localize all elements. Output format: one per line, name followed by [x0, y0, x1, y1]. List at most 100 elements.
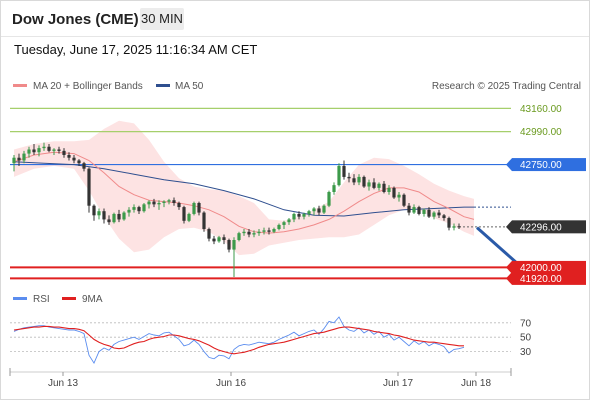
candle-body: [137, 207, 141, 212]
candle-body: [172, 200, 176, 203]
candle-body: [377, 183, 381, 188]
candle-body: [277, 224, 281, 230]
candle-body: [337, 165, 341, 186]
ma50-legend-label: MA 50: [175, 81, 204, 92]
candle-body: [32, 149, 36, 153]
support-level-tag-pointer: [506, 260, 512, 274]
candle-body: [247, 231, 251, 235]
candle-body: [312, 208, 316, 212]
candle-body: [142, 204, 146, 212]
candle-body: [292, 213, 296, 220]
chart-header: Dow Jones (CME) 30 MIN: [1, 1, 589, 37]
candle-body: [97, 211, 101, 216]
ma20-legend-label: MA 20 + Bollinger Bands: [33, 81, 143, 92]
timestamp: Tuesday, June 17, 2025 11:16:34 AM CET: [14, 42, 258, 57]
pivot-level-label: 42750.00: [520, 160, 562, 171]
candle-body: [87, 168, 91, 206]
bollinger-band: [14, 120, 474, 256]
candle-body: [77, 160, 81, 164]
last-level-tag-pointer: [506, 220, 512, 234]
rsi-tick-label: 70: [520, 318, 532, 329]
candle-body: [297, 213, 301, 217]
candle-body: [332, 185, 336, 192]
time-tick-label: Jun 18: [461, 378, 491, 389]
candle-body: [82, 163, 86, 169]
candle-body: [272, 229, 276, 232]
candle-body: [177, 202, 181, 208]
candle-body: [207, 229, 211, 239]
candle-body: [322, 205, 326, 213]
candle-body: [52, 149, 56, 151]
candle-body: [287, 219, 291, 223]
candle-body: [102, 211, 106, 220]
candle-body: [352, 178, 356, 183]
candle-body: [27, 149, 31, 154]
candle-body: [327, 192, 331, 206]
support-level-label: 42000.00: [520, 263, 562, 274]
candle-body: [112, 213, 116, 223]
candle-body: [162, 201, 166, 203]
candle-body: [37, 148, 41, 153]
header-divider: [1, 36, 589, 37]
support-level-label: 41920.00: [520, 274, 562, 285]
candle-body: [192, 202, 196, 214]
level-labels: 43160.00 42990.00 42750.00 42296.00 42000.00…: [506, 104, 586, 285]
last-level-tag: [512, 220, 586, 234]
candle-body: [387, 187, 391, 192]
rsi-ma-line: [13, 325, 464, 355]
candle-body: [232, 240, 236, 250]
candle-body: [57, 149, 61, 151]
candle-body: [187, 213, 191, 221]
candle-body: [372, 182, 376, 188]
rsi-tick-label: 30: [520, 347, 532, 358]
candle-body: [127, 209, 131, 213]
candle-body: [392, 187, 396, 198]
timeframe-button[interactable]: 30 MIN: [140, 8, 184, 30]
candle-body: [217, 237, 221, 242]
support-level-tag: [512, 271, 586, 285]
rsi-tick-label: 50: [520, 333, 532, 344]
candle-body: [197, 202, 201, 213]
candle-body: [442, 215, 446, 219]
main-plot-area: [10, 107, 531, 280]
candle-body: [17, 157, 21, 161]
candle-body: [227, 240, 231, 250]
candle-body: [157, 202, 161, 205]
ma20-legend-swatch: [13, 84, 27, 87]
rsi-legend-swatch: [13, 297, 27, 300]
time-axis: Jun 13 Jun 16 Jun 17 Jun 18: [9, 368, 512, 389]
time-tick-label: Jun 17: [383, 378, 413, 389]
last-level-label: 42296.00: [520, 222, 562, 233]
candle-body: [62, 150, 66, 155]
candle-body: [447, 218, 451, 228]
rsi-plot-area: 70 50 30: [10, 316, 532, 365]
candle-body: [107, 219, 111, 223]
credit-label: Research © 2025 Trading Central: [432, 81, 581, 92]
candle-body: [417, 207, 421, 214]
candle-body: [402, 194, 406, 206]
candle-body: [452, 226, 456, 228]
candle-body: [132, 207, 136, 210]
candle-body: [252, 233, 256, 235]
rsi-legend-label: RSI: [33, 294, 50, 305]
candle-body: [317, 208, 321, 213]
candle-body: [457, 226, 461, 228]
candle-body: [267, 230, 271, 232]
candle-body: [262, 230, 266, 232]
candle-body: [237, 233, 241, 240]
candle-body: [302, 213, 306, 217]
candle-body: [407, 205, 411, 213]
candle-body: [432, 212, 436, 217]
candle-body: [222, 237, 226, 240]
resistance-level-label: 42990.00: [520, 127, 562, 138]
candle-body: [202, 212, 206, 230]
candle-body: [122, 212, 126, 220]
time-tick-label: Jun 16: [216, 378, 246, 389]
ma50-legend-swatch: [156, 84, 170, 87]
candle-body: [367, 182, 371, 187]
candle-body: [72, 157, 76, 161]
instrument-title: Dow Jones (CME): [12, 11, 139, 28]
candle-body: [67, 154, 71, 158]
candle-body: [282, 222, 286, 225]
